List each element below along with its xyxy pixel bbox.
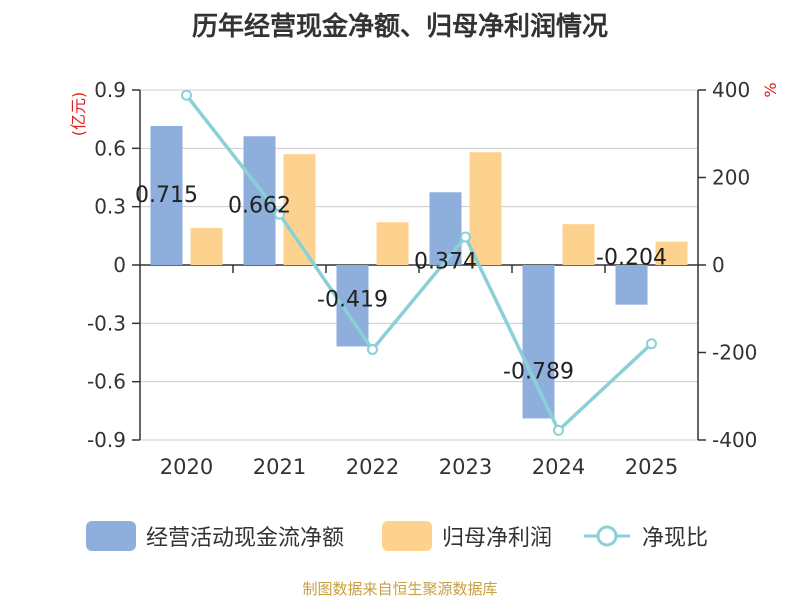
left-tick-label: 0.3 xyxy=(94,195,126,219)
legend: 经营活动现金流净额 归母净利润 净现比 xyxy=(0,518,800,554)
right-tick-label: 400 xyxy=(712,78,750,102)
category-label: 2022 xyxy=(346,455,399,479)
legend-label-operating-cashflow: 经营活动现金流净额 xyxy=(146,526,345,551)
bar-net-profit xyxy=(562,224,595,265)
line-point-cash-ratio xyxy=(553,424,564,436)
bar-net-profit xyxy=(469,152,502,265)
bar-operating-cashflow xyxy=(429,192,462,265)
legend-item-cash-ratio[interactable]: 净现比 xyxy=(582,518,708,554)
source-note: 制图数据来自恒生聚源数据库 xyxy=(302,580,498,598)
category-label: 2020 xyxy=(160,455,213,479)
left-tick-label: 0.6 xyxy=(94,136,126,160)
left-tick-label: -0.3 xyxy=(87,311,126,335)
category-label: 2025 xyxy=(625,455,678,479)
left-axis-unit: (亿元) xyxy=(69,92,88,137)
legend-line-icon xyxy=(584,525,630,547)
left-tick-label: 0 xyxy=(113,253,126,277)
chart-title: 历年经营现金净额、归母净利润情况 xyxy=(191,12,608,42)
category-label: 2021 xyxy=(253,455,306,479)
legend-label-net-profit: 归母净利润 xyxy=(442,526,553,551)
bar-operating-cashflow xyxy=(522,265,555,419)
line-cash-ratio xyxy=(185,94,653,434)
legend-item-net-profit[interactable]: 归母净利润 xyxy=(382,518,552,554)
category-label: 2024 xyxy=(532,455,585,479)
bar-net-profit xyxy=(283,154,316,265)
bar-operating-cashflow xyxy=(615,265,648,305)
data-label: 0.374 xyxy=(414,249,477,274)
right-tick-label: 0 xyxy=(712,253,725,277)
data-label: -0.204 xyxy=(596,246,667,271)
line-point-cash-ratio xyxy=(367,343,378,355)
data-label: -0.789 xyxy=(503,359,574,384)
right-tick-label: -200 xyxy=(712,341,757,365)
right-tick-label: 200 xyxy=(712,166,750,190)
line-point-cash-ratio xyxy=(274,208,285,220)
line-point-cash-ratio xyxy=(181,89,192,101)
left-tick-label: 0.9 xyxy=(94,78,126,102)
right-axis-unit: % xyxy=(761,82,780,97)
data-label: 0.715 xyxy=(135,183,198,208)
line-point-cash-ratio xyxy=(646,338,657,350)
bar-net-profit xyxy=(655,241,688,265)
bar-net-profit xyxy=(190,228,223,265)
bar-operating-cashflow xyxy=(150,125,183,265)
bar-net-profit xyxy=(376,222,409,265)
legend-item-operating-cashflow[interactable]: 经营活动现金流净额 xyxy=(86,518,344,554)
legend-label-cash-ratio: 净现比 xyxy=(642,526,709,551)
data-label: -0.419 xyxy=(317,287,388,312)
right-tick-label: -400 xyxy=(712,428,757,452)
data-label: 0.662 xyxy=(228,193,291,218)
category-label: 2023 xyxy=(439,455,492,479)
legend-swatch-net-profit xyxy=(382,521,432,551)
left-tick-label: -0.9 xyxy=(87,428,126,452)
line-point-cash-ratio xyxy=(460,231,471,243)
legend-swatch-operating-cashflow xyxy=(86,521,136,551)
left-tick-label: -0.6 xyxy=(87,370,126,394)
